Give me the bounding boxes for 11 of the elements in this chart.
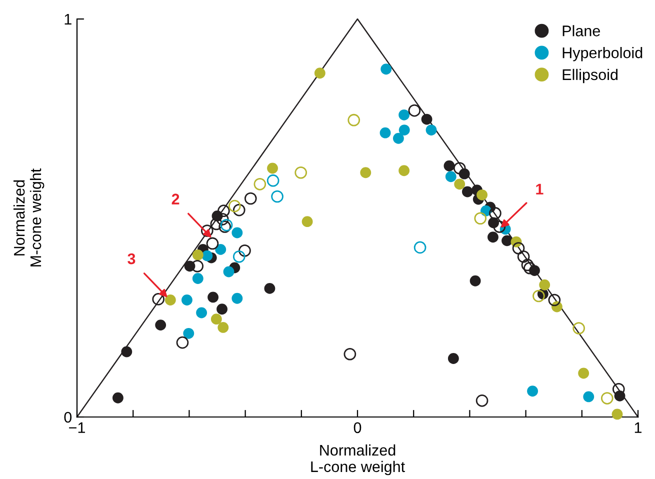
legend-label: Hyperboloid [562, 46, 642, 62]
legend-label: Plane [562, 25, 600, 36]
legend-label: Ellipsoid [562, 68, 618, 84]
annotation: 1 [536, 184, 544, 194]
x-tick-label: −1 [69, 422, 85, 433]
y-axis-title: Normalized M-cone weight [14, 168, 44, 266]
annotation: 2 [172, 194, 180, 204]
x-axis-title: Normalized L-cone weight [311, 444, 405, 476]
x-tick-label: 1 [634, 422, 642, 433]
annotation: 3 [128, 253, 136, 264]
x-tick-label: 0 [354, 422, 362, 434]
